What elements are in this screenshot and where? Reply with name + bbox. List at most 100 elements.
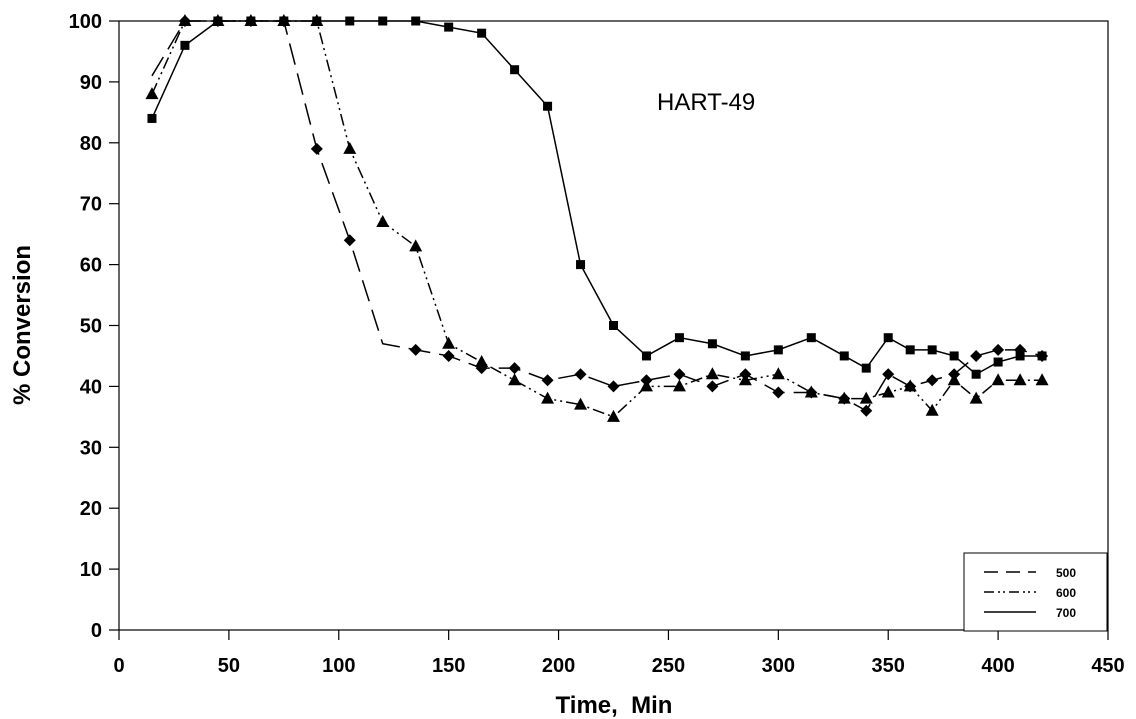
series-500-point [772, 386, 785, 399]
series-700-point [927, 345, 937, 355]
series-700-point [312, 16, 322, 26]
series-700-point [971, 369, 981, 379]
x-tick-label: 400 [981, 655, 1014, 677]
series-600-point [837, 391, 851, 404]
series-700-point [883, 333, 893, 343]
series-600-point [991, 373, 1005, 386]
series-700-point [905, 345, 915, 355]
series-500-point [310, 142, 323, 155]
series-500-point [508, 362, 521, 375]
series-700-point [839, 351, 849, 361]
series-700-point [510, 65, 520, 75]
series-500-point [706, 380, 719, 393]
y-tick-label: 10 [80, 559, 102, 581]
series-500-point [442, 349, 455, 362]
y-tick-label: 30 [80, 437, 102, 459]
series-600-point [969, 391, 983, 404]
series-600-point [442, 336, 456, 349]
series-600-point [607, 409, 620, 422]
x-tick-label: 100 [322, 655, 355, 677]
x-tick-label: 200 [542, 655, 575, 677]
y-tick-label: 80 [80, 133, 102, 155]
series-600-point [409, 239, 423, 252]
series-700-point [949, 351, 959, 361]
x-axis-title: Time, Min [556, 692, 673, 719]
series-700-point [180, 40, 190, 50]
series-700-point [773, 345, 783, 355]
series-600-point [343, 141, 357, 154]
x-tick-label: 350 [872, 655, 905, 677]
x-tick-label: 300 [762, 655, 795, 677]
legend-label-700: 700 [1056, 606, 1076, 620]
y-tick-label: 70 [80, 194, 102, 216]
series-600-point [475, 355, 489, 368]
series-600-point [508, 373, 522, 386]
series-500-point [970, 349, 983, 362]
series-600-point [145, 87, 159, 100]
series-500-point [409, 343, 422, 356]
y-tick-label: 100 [69, 11, 102, 33]
series-500-point [541, 374, 554, 387]
series-600-point [738, 373, 752, 386]
series-600-point [903, 379, 917, 392]
series-layer [145, 14, 1049, 422]
series-700-point [477, 28, 487, 38]
series-600-point [672, 379, 686, 392]
x-tick-label: 250 [652, 655, 685, 677]
series-500-point [926, 374, 939, 387]
legend-label-500: 500 [1056, 566, 1076, 580]
axes: 0 50 100 150 200 250 300 350 400 450 0 10 20 30 40 50 60… [69, 11, 1125, 677]
series-700-point [1015, 351, 1025, 361]
series-700-point [609, 321, 618, 330]
x-tick-label: 0 [113, 655, 124, 677]
y-tick-label: 0 [91, 620, 102, 642]
series-700-point [576, 260, 586, 270]
series-600-point [771, 367, 785, 380]
legend-label-600: 600 [1056, 586, 1076, 600]
series-600-point [541, 391, 555, 404]
series-600-point [859, 391, 873, 404]
series-600-point [881, 385, 895, 398]
series-700-point [674, 333, 684, 343]
legend: 500 600 700 [963, 552, 1108, 632]
series-600-point [804, 385, 818, 398]
series-500-point [343, 234, 356, 247]
series-600-point [925, 403, 939, 416]
series-600-point [178, 14, 192, 26]
series-700-point [707, 339, 717, 349]
series-700-point [543, 101, 553, 111]
series-500-point [673, 368, 686, 381]
series-500-point [574, 368, 587, 381]
series-600-point [1013, 373, 1027, 386]
y-tick-label: 50 [80, 316, 102, 338]
series-700-point [444, 22, 454, 32]
series-700-point [806, 333, 816, 343]
series-700-point [641, 351, 651, 361]
series-500-point [860, 404, 873, 417]
series-700-point [279, 16, 289, 26]
y-axis-title: % Conversion [9, 245, 36, 405]
series-700-point [861, 363, 871, 373]
series-600-point [947, 373, 961, 386]
series-700-point [411, 16, 421, 26]
series-600-point [1035, 373, 1049, 386]
series-700-point [147, 113, 157, 123]
chart-annotation: HART-49 [657, 89, 755, 116]
series-500 [151, 15, 1049, 417]
y-tick-label: 40 [80, 376, 102, 398]
y-tick-label: 90 [80, 72, 102, 94]
series-700-point [993, 357, 1003, 367]
series-700 [147, 16, 1047, 379]
x-tick-label: 150 [432, 655, 465, 677]
y-tick-label: 60 [80, 255, 102, 277]
series-500-point [607, 380, 620, 393]
series-700-point [213, 16, 223, 26]
series-600-point [574, 397, 588, 410]
series-600-line [151, 20, 1043, 418]
series-700-line [151, 20, 1043, 376]
series-700-point [345, 16, 355, 26]
series-600-point [639, 379, 653, 392]
series-500-point [882, 368, 895, 381]
series-700-point [378, 16, 388, 26]
